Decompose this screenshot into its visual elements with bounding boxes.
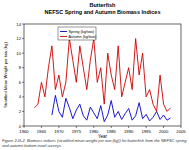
y-tick — [22, 126, 24, 127]
plot-frame — [24, 24, 181, 126]
x-tick-label: 2000 — [159, 129, 169, 134]
x-tick-label: 1970 — [54, 129, 64, 134]
y-tick — [22, 53, 24, 54]
legend-label: Autumn (kg/tow) — [69, 35, 97, 39]
x-tick-label: 1965 — [37, 129, 47, 134]
series-line — [34, 39, 170, 112]
series-line — [52, 95, 171, 121]
y-tick — [22, 38, 24, 39]
y-tick — [22, 82, 24, 83]
y-tick-label: 6 — [19, 80, 22, 85]
y-tick-label: 10 — [16, 51, 21, 56]
legend-swatch — [60, 36, 67, 37]
title: Butterfish — [90, 2, 117, 8]
y-tick — [22, 24, 24, 25]
y-tick — [22, 111, 24, 112]
legend: Spring (kg/tow)Autumn (kg/tow) — [58, 27, 97, 40]
x-tick-label: 1980 — [89, 129, 99, 134]
x-tick-label: 1960 — [19, 129, 29, 134]
x-tick-label: 1995 — [141, 129, 151, 134]
x-tick-label: 2005 — [176, 129, 186, 134]
series-group — [34, 39, 170, 122]
y-tick-label: 12 — [16, 36, 21, 41]
y-tick — [22, 67, 24, 68]
x-tick-label: 1975 — [72, 129, 82, 134]
y-tick-label: 4 — [19, 94, 22, 99]
legend-box — [58, 27, 96, 40]
y-tick — [22, 96, 24, 97]
subtitle: NEFSC Spring and Autumn Biomass Indices — [45, 9, 161, 15]
y-axis-label: Stratified Mean Weight per tow (kg) — [3, 42, 8, 108]
chart: ButterfishNEFSC Spring and Autumn Biomas… — [0, 0, 189, 150]
y-tick-label: 2 — [19, 109, 22, 114]
x-tick-label: 1985 — [107, 129, 117, 134]
caption-box: Figure 2-G-2. Biomass indices (stratifie… — [2, 139, 187, 150]
legend-swatch — [60, 31, 67, 32]
legend-label: Spring (kg/tow) — [69, 30, 95, 34]
x-tick-label: 1990 — [124, 129, 134, 134]
y-tick-label: 8 — [19, 65, 22, 70]
y-tick-label: 14 — [16, 22, 21, 27]
caption: Figure 2-G-2. Biomass indices (stratifie… — [2, 139, 187, 148]
